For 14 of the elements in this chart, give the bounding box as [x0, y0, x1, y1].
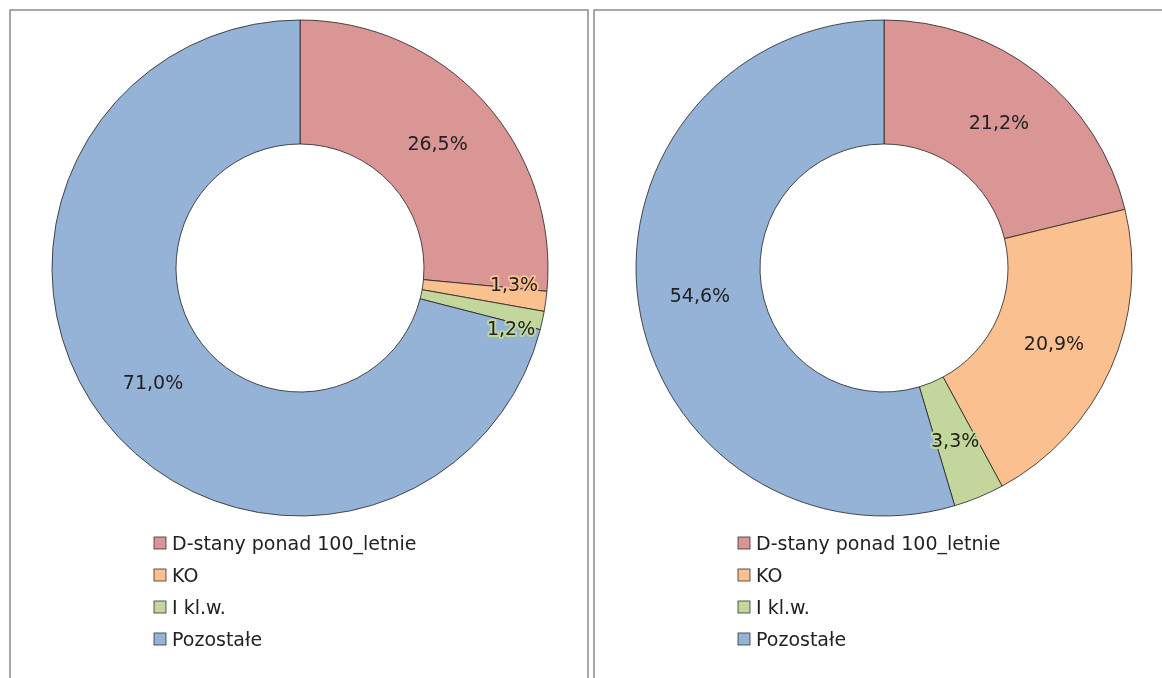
data-label: 20,9%: [1023, 332, 1085, 355]
data-label: 21,2%: [968, 110, 1030, 133]
legend-label: KO: [172, 564, 199, 586]
legend-label: Pozostałe: [756, 628, 847, 650]
legend-label: D-stany ponad 100_letnie: [172, 532, 417, 555]
legend-label: I kl.w.: [172, 596, 226, 618]
data-label: 71,0%: [122, 371, 184, 393]
legend-label: D-stany ponad 100_letnie: [756, 532, 1001, 555]
legend-label: Pozostałe: [172, 628, 263, 650]
data-label: 54,6%: [669, 283, 731, 306]
legend-label: KO: [756, 564, 783, 586]
data-label: 1,2%: [486, 316, 536, 339]
legend-label: I kl.w.: [756, 596, 810, 618]
data-label: 26,5%: [407, 131, 468, 154]
